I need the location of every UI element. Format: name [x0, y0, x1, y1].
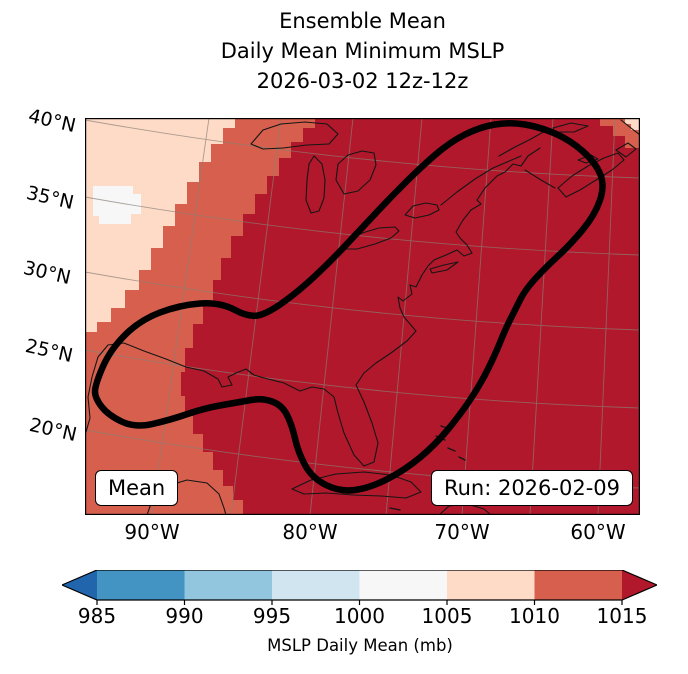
coast-mainland — [85, 147, 541, 467]
colorbar-seg-995-1000 — [272, 570, 360, 600]
colorbar-extend-right — [622, 570, 657, 600]
lake-superior — [250, 121, 339, 150]
colorbar-seg-1010-1015 — [534, 570, 622, 600]
newfoundland-corner — [620, 119, 640, 136]
coast-long-island — [429, 261, 459, 274]
title-line-1: Ensemble Mean — [279, 9, 446, 33]
y-tick-label-30n: 30°N — [21, 256, 73, 290]
lake-ontario — [404, 202, 440, 219]
bay-of-fundy — [524, 169, 556, 189]
cb-tick-1010: 1010 — [509, 604, 560, 628]
cb-tick-1005: 1005 — [421, 604, 473, 628]
cb-tick-985: 985 — [77, 604, 117, 628]
colorbar-seg-1000-1005 — [359, 570, 447, 600]
y-tick-label-25n: 25°N — [23, 334, 75, 368]
st-lawrence-south-shore — [440, 155, 522, 206]
axes-frame — [85, 118, 640, 515]
x-tick-label-60w: 60°W — [570, 520, 626, 544]
fill-region-gt-1015 — [181, 118, 640, 515]
title-line-3: 2026-03-02 12z-12z — [256, 69, 469, 93]
x-tick-label-70w: 70°W — [434, 520, 490, 544]
cb-tick-1015: 1015 — [596, 604, 648, 628]
mslp-map — [85, 118, 640, 515]
colorbar-seg-985-990 — [97, 570, 185, 600]
cb-tick-1000: 1000 — [334, 604, 385, 628]
y-tick-label-35n: 35°N — [24, 181, 76, 215]
jamaica — [389, 507, 401, 511]
y-tick-label-20n: 20°N — [27, 413, 79, 447]
run-date-badge: Run: 2026-02-09 — [430, 470, 633, 506]
cb-tick-995: 995 — [252, 604, 292, 628]
lake-michigan — [305, 155, 326, 214]
mean-badge: Mean — [95, 470, 179, 506]
plot-title: Ensemble Mean Daily Mean Minimum MSLP 20… — [85, 6, 640, 96]
colorbar-label: MSLP Daily Mean (mb) — [267, 636, 453, 655]
map-axes: Mean Run: 2026-02-09 — [85, 118, 640, 515]
cape-breton — [615, 142, 637, 158]
colorbar-ticks — [96, 600, 623, 605]
x-tick-label-90w: 90°W — [124, 520, 180, 544]
colorbar-extend-left — [62, 570, 97, 600]
nova-scotia — [557, 152, 625, 198]
fill-region-1000-1005 — [93, 186, 141, 224]
colorbar-seg-990-995 — [184, 570, 272, 600]
cb-tick-990: 990 — [165, 604, 204, 628]
title-line-2: Daily Mean Minimum MSLP — [220, 39, 505, 63]
thick-black-contour — [91, 120, 606, 494]
y-tick-label-40n: 40°N — [26, 104, 78, 138]
cuba — [291, 471, 422, 499]
colorbar-seg-1005-1010 — [447, 570, 535, 600]
lake-huron — [335, 150, 377, 195]
fill-region-1005-1010-ne-corner — [625, 118, 640, 130]
x-tick-label-80w: 80°W — [282, 520, 338, 544]
colorbar — [62, 570, 657, 605]
st-lawrence-north-shore — [498, 130, 546, 157]
